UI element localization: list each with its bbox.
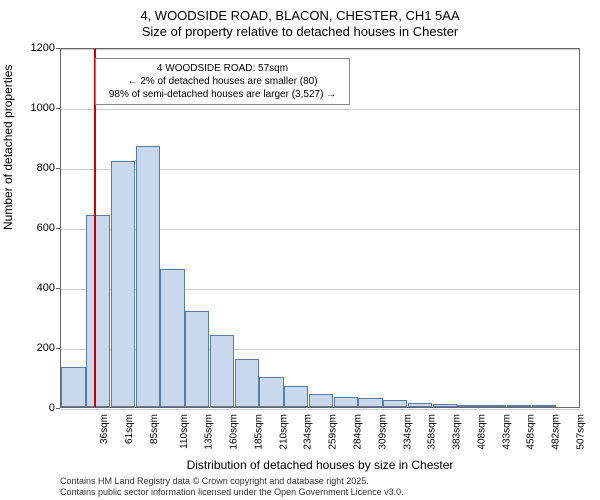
histogram-bar [259, 377, 283, 407]
histogram-bar [507, 405, 531, 407]
y-tick-label: 0 [49, 402, 55, 414]
histogram-bar [210, 335, 234, 407]
histogram-bar [334, 397, 358, 408]
x-tick-label: 383sqm [452, 414, 463, 450]
histogram-bar [309, 394, 333, 408]
annotation-line2: ← 2% of detached houses are smaller (80) [102, 75, 343, 88]
x-tick-label: 408sqm [476, 414, 487, 450]
histogram-bar [383, 400, 407, 408]
histogram-bar [457, 405, 481, 407]
x-tick-label: 61sqm [124, 414, 135, 444]
y-axis-label: Number of detached properties [1, 65, 15, 230]
histogram-bar [185, 311, 209, 407]
histogram-bar [160, 269, 184, 407]
x-tick-label: 259sqm [328, 414, 339, 450]
histogram-bar [61, 367, 85, 408]
y-tick-mark [56, 48, 60, 49]
x-tick-label: 110sqm [179, 414, 190, 449]
histogram-bar [408, 403, 432, 408]
y-tick-mark [56, 348, 60, 349]
x-axis-label: Distribution of detached houses by size … [60, 458, 580, 472]
chart-title-line2: Size of property relative to detached ho… [0, 24, 600, 39]
footer-line2: Contains public sector information licen… [60, 487, 404, 497]
y-tick-label: 800 [37, 162, 55, 174]
y-tick-mark [56, 288, 60, 289]
y-tick-mark [56, 408, 60, 409]
annotation-line3: 98% of semi-detached houses are larger (… [102, 88, 343, 101]
histogram-bar [284, 386, 308, 407]
x-tick-label: 36sqm [99, 414, 110, 444]
x-tick-label: 135sqm [204, 414, 215, 450]
x-tick-label: 234sqm [303, 414, 314, 450]
annotation-box: 4 WOODSIDE ROAD: 57sqm← 2% of detached h… [95, 58, 350, 105]
histogram-bar [358, 398, 382, 407]
x-tick-label: 334sqm [402, 414, 413, 450]
y-tick-mark [56, 168, 60, 169]
y-tick-mark [56, 228, 60, 229]
histogram-bar [235, 359, 259, 407]
y-tick-mark [56, 108, 60, 109]
x-tick-label: 507sqm [575, 414, 586, 450]
x-tick-label: 458sqm [526, 414, 537, 450]
y-gridline [61, 109, 579, 110]
histogram-bar [482, 405, 506, 407]
histogram-bar [532, 405, 556, 407]
y-tick-label: 600 [37, 222, 55, 234]
histogram-bar [86, 215, 110, 407]
histogram-bar [111, 161, 135, 407]
y-gridline [61, 49, 579, 50]
y-tick-label: 1200 [31, 42, 55, 54]
y-tick-label: 400 [37, 282, 55, 294]
x-tick-label: 210sqm [278, 414, 289, 450]
y-tick-label: 200 [37, 342, 55, 354]
histogram-bar [433, 404, 457, 407]
annotation-line1: 4 WOODSIDE ROAD: 57sqm [102, 62, 343, 75]
x-tick-label: 309sqm [377, 414, 388, 450]
histogram-bar [136, 146, 160, 407]
x-tick-label: 160sqm [229, 414, 240, 450]
x-tick-label: 284sqm [353, 414, 364, 450]
chart-title-line1: 4, WOODSIDE ROAD, BLACON, CHESTER, CH1 5… [0, 8, 600, 23]
x-tick-label: 358sqm [427, 414, 438, 450]
y-tick-label: 1000 [31, 102, 55, 114]
x-tick-label: 185sqm [254, 414, 265, 450]
y-gridline [61, 409, 579, 410]
x-tick-label: 433sqm [501, 414, 512, 450]
footer-line1: Contains HM Land Registry data © Crown c… [60, 476, 369, 486]
x-tick-label: 85sqm [149, 414, 160, 444]
x-tick-label: 482sqm [551, 414, 562, 450]
chart-container: 4, WOODSIDE ROAD, BLACON, CHESTER, CH1 5… [0, 0, 600, 500]
